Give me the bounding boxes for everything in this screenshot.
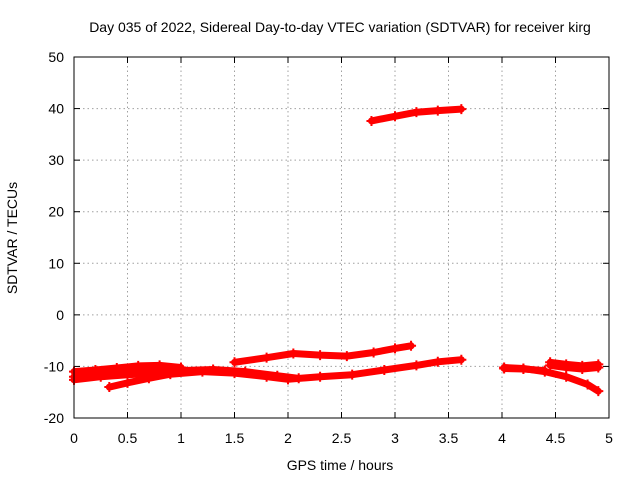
data-point [432,356,443,367]
data-point [368,347,379,358]
data-series [69,104,604,397]
x-tick-label: 3.5 [439,430,459,446]
data-point [315,371,326,382]
x-tick-label: 4.5 [546,430,566,446]
data-point [390,111,400,122]
data-point [432,105,443,116]
y-tick-label: 10 [48,255,64,271]
data-point [341,351,352,362]
x-tick-label: 2.5 [332,430,352,446]
x-tick-label: 5 [605,430,613,446]
data-point [288,348,299,359]
data-point [456,354,467,365]
chart-title: Day 035 of 2022, Sidereal Day-to-day VTE… [89,19,591,35]
data-point [293,373,304,384]
data-point [176,362,186,373]
data-point [582,379,593,390]
data-point [366,115,377,126]
data-point [561,362,572,373]
y-tick-label: 50 [48,49,64,65]
x-tick-label: 2 [284,430,292,446]
data-point [261,352,272,363]
series-line [231,342,415,366]
data-point [347,369,358,380]
data-point [593,386,604,397]
data-point [390,343,400,354]
data-point [518,364,529,375]
data-point [593,362,604,373]
data-point [272,370,283,381]
data-point [411,360,422,371]
x-tick-label: 3 [391,430,399,446]
data-point [208,364,219,375]
data-point [545,360,556,371]
y-tick-label: -20 [44,410,64,426]
x-tick-label: 1 [177,430,185,446]
data-point [95,371,106,382]
data-point [577,364,588,375]
x-tick-label: 4 [498,430,506,446]
data-point [104,382,115,393]
y-tick-label: 20 [48,204,64,220]
series-arc-late-d [545,360,604,375]
data-point [240,366,251,377]
y-tick-label: 0 [56,307,64,323]
plot-frame [73,56,610,419]
y-tick-label: -10 [44,358,64,374]
y-tick-labels: -20 -10 0 10 20 30 40 50 [44,49,64,426]
data-point [539,365,550,376]
data-point [379,365,390,376]
x-tick-label: 0 [70,430,78,446]
x-tick-label: 0.5 [118,430,138,446]
series-arc-early-c [69,366,181,385]
series-arc-upper [366,104,467,126]
data-point [154,360,165,371]
data-point [170,366,181,377]
data-point [561,371,572,382]
data-point [111,362,122,373]
y-axis-label: SDTVAR / TECUs [4,182,20,294]
data-point [411,107,422,118]
data-point [229,357,240,368]
data-point [90,365,101,376]
data-point [315,350,326,361]
y-tick-label: 40 [48,101,64,117]
x-tick-label: 1.5 [225,430,245,446]
x-axis-label: GPS time / hours [287,457,394,473]
series-line [546,361,602,373]
data-point [149,368,160,379]
y-tick-label: 30 [48,152,64,168]
series-arc-rising [229,340,417,368]
data-point [499,363,510,374]
data-point [406,340,417,351]
data-point [122,369,133,380]
x-tick-labels: 0 0.5 1 1.5 2 2.5 3 3.5 4 4.5 5 [70,430,613,446]
data-point [456,104,467,115]
series-arc-late-b [499,363,550,376]
data-point [133,360,144,371]
